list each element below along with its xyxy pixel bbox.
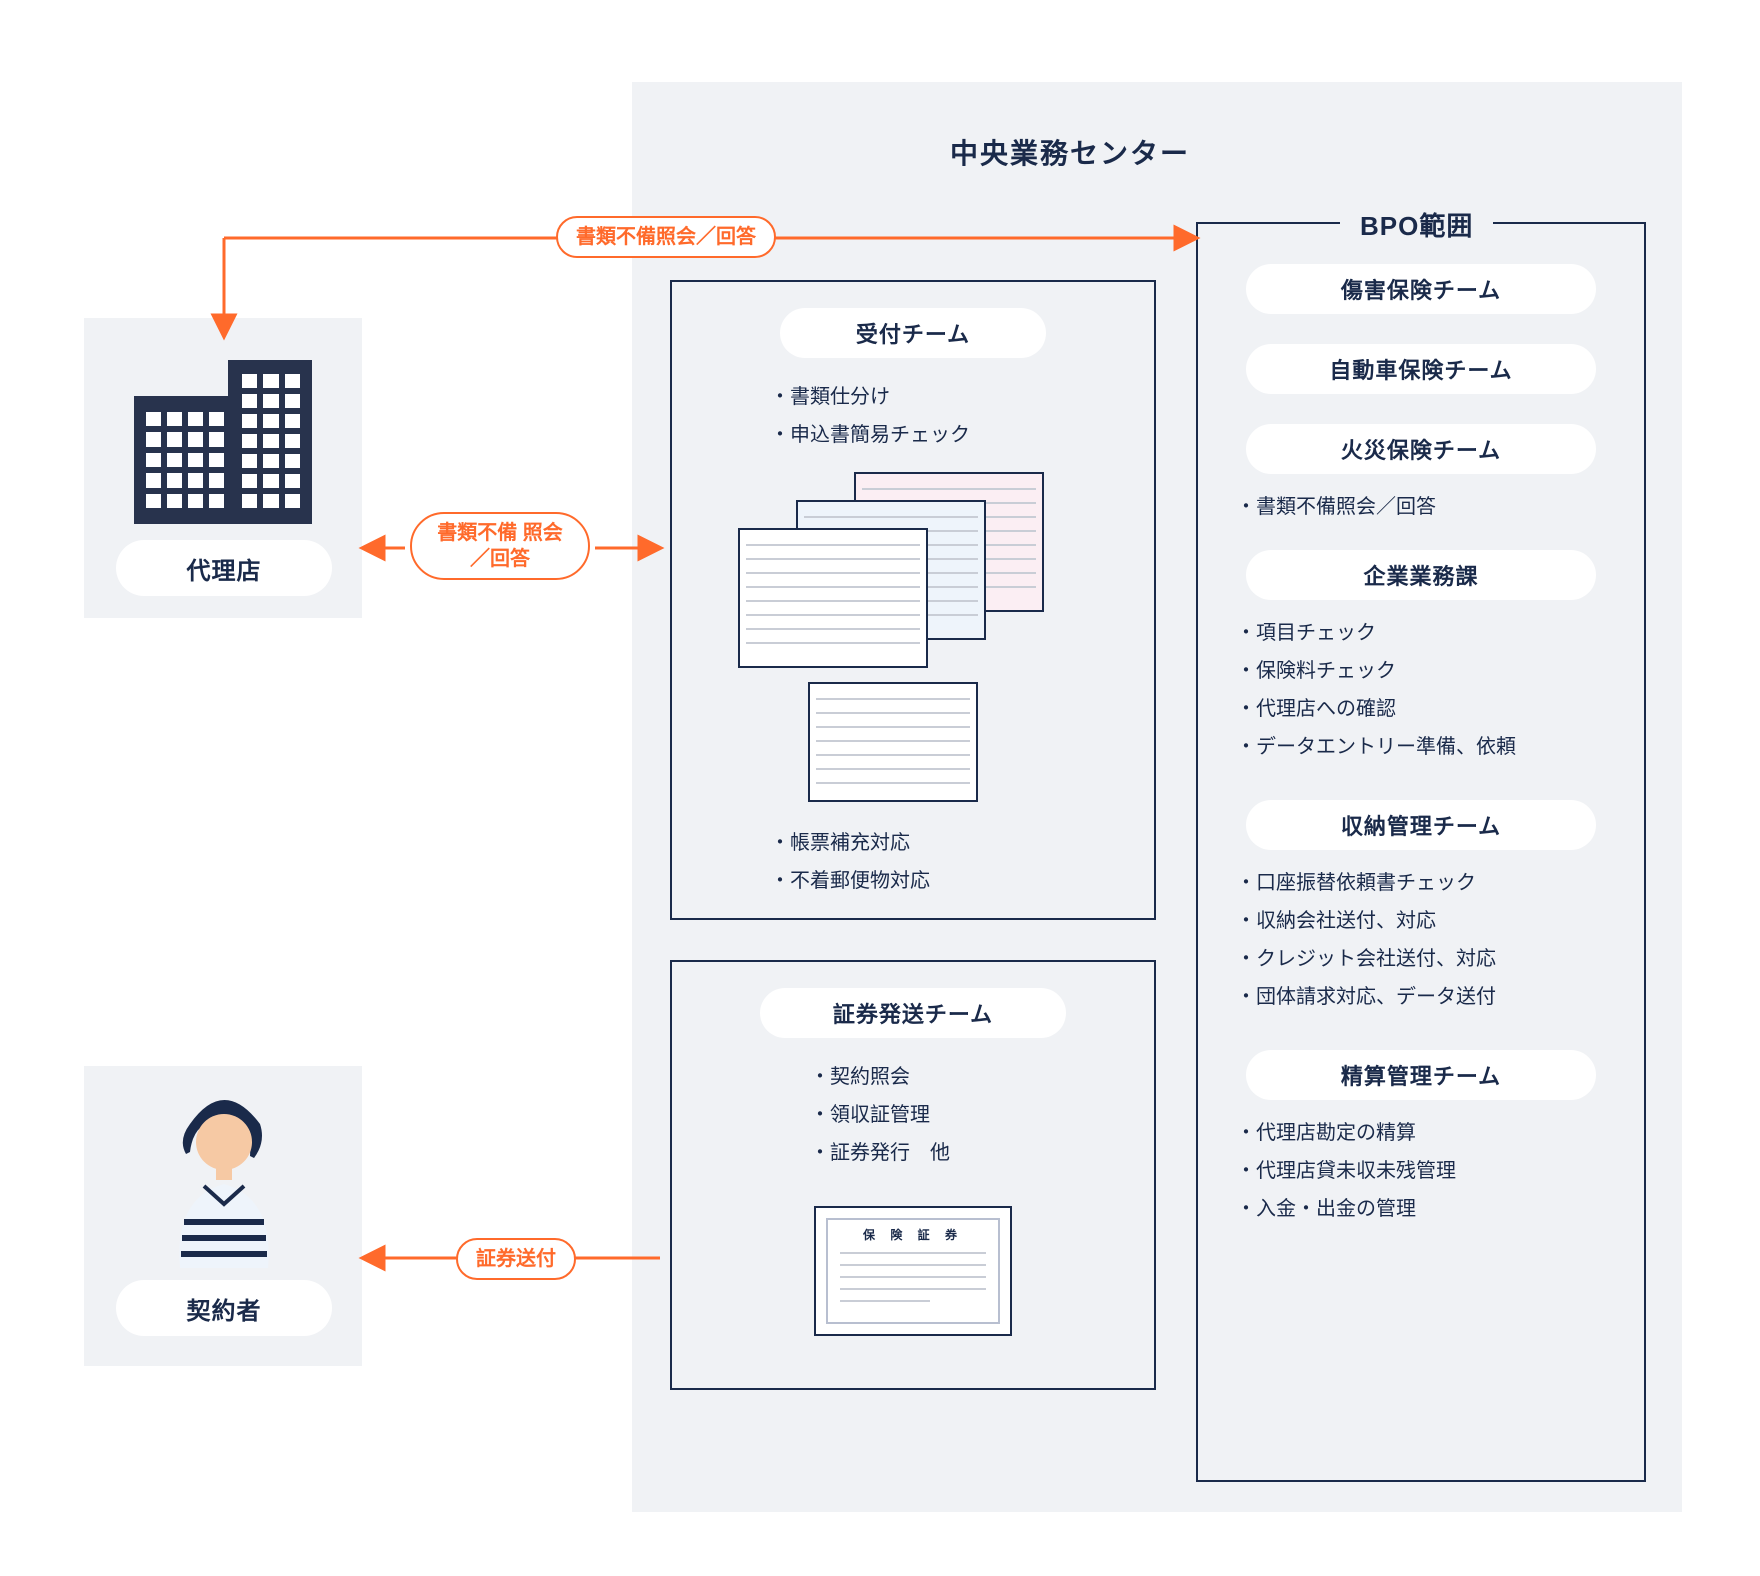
bullet: ・収納会社送付、対応 [1236, 902, 1496, 940]
reception-items-top: ・書類仕分け ・申込書簡易チェック [770, 378, 970, 454]
bullet: ・項目チェック [1236, 614, 1516, 652]
bullet: ・書類不備照会／回答 [1236, 488, 1436, 526]
reception-title: 受付チーム [780, 308, 1046, 358]
bpo-team-title: 収納管理チーム [1246, 800, 1596, 850]
bpo-box [1196, 222, 1646, 1482]
bullet: ・申込書簡易チェック [770, 416, 970, 454]
bullet: ・代理店への確認 [1236, 690, 1516, 728]
bullet: ・不着郵便物対応 [770, 862, 930, 900]
cert-title: 保 険 証 券 [816, 1226, 1010, 1243]
bpo-team-title: 傷害保険チーム [1246, 264, 1596, 314]
bullet: ・団体請求対応、データ送付 [1236, 978, 1496, 1016]
flow-tag-top: 書類不備照会／回答 [556, 216, 776, 258]
diagram-canvas: 中央業務センター BPO範囲 受付チーム ・書類仕分け ・申込書簡易チェック [0, 0, 1760, 1576]
bullet: ・保険料チェック [1236, 652, 1516, 690]
reception-items-bottom: ・帳票補充対応 ・不着郵便物対応 [770, 824, 930, 900]
bpo-team-title: 火災保険チーム [1246, 424, 1596, 474]
bullet: ・書類仕分け [770, 378, 970, 416]
bpo-team-items: ・項目チェック ・保険料チェック ・代理店への確認 ・データエントリー準備、依頼 [1236, 614, 1516, 766]
bullet: ・帳票補充対応 [770, 824, 930, 862]
bpo-team-items: ・口座振替依頼書チェック ・収納会社送付、対応 ・クレジット会社送付、対応 ・団… [1236, 864, 1496, 1016]
bullet: ・契約照会 [810, 1058, 950, 1096]
person-icon [150, 1090, 298, 1270]
docs-illustration [738, 472, 1098, 732]
bullet: ・入金・出金の管理 [1236, 1190, 1456, 1228]
bullet: ・証券発行 他 [810, 1134, 950, 1172]
dispatch-title: 証券発送チーム [760, 988, 1066, 1038]
bpo-team-items: ・代理店勘定の精算 ・代理店貸未収未残管理 ・入金・出金の管理 [1236, 1114, 1456, 1228]
bullet: ・クレジット会社送付、対応 [1236, 940, 1496, 978]
bullet: ・領収証管理 [810, 1096, 950, 1134]
bpo-team-title: 企業業務課 [1246, 550, 1596, 600]
building-icon [134, 360, 314, 524]
bullet: ・データエントリー準備、依頼 [1236, 728, 1516, 766]
bullet: ・代理店貸未収未残管理 [1236, 1152, 1456, 1190]
flow-tag-bottom: 証券送付 [456, 1238, 576, 1280]
contractor-label: 契約者 [116, 1280, 332, 1336]
bpo-team-title: 自動車保険チーム [1246, 344, 1596, 394]
agency-label: 代理店 [116, 540, 332, 596]
certificate-illustration: 保 険 証 券 [814, 1206, 1012, 1336]
center-title: 中央業務センター [950, 132, 1190, 172]
bpo-legend: BPO範囲 [1340, 206, 1493, 243]
bpo-team-items: ・書類不備照会／回答 [1236, 488, 1436, 526]
flow-tag-mid: 書類不備 照会／回答 [410, 512, 590, 580]
dispatch-items: ・契約照会 ・領収証管理 ・証券発行 他 [810, 1058, 950, 1172]
bpo-team-title: 精算管理チーム [1246, 1050, 1596, 1100]
bullet: ・代理店勘定の精算 [1236, 1114, 1456, 1152]
bullet: ・口座振替依頼書チェック [1236, 864, 1496, 902]
